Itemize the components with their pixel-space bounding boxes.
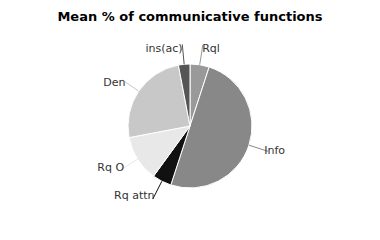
- svg-text:Rq attn: Rq attn: [114, 189, 154, 202]
- svg-text:Den: Den: [103, 76, 125, 89]
- svg-text:Rql: Rql: [202, 42, 220, 55]
- svg-text:Rq O: Rq O: [97, 161, 124, 174]
- html-text:Mean % of communicative functi: Mean % of communicative functions: [57, 9, 323, 24]
- svg-text:Info: Info: [264, 144, 285, 157]
- svg-text:ins(ac): ins(ac): [146, 42, 183, 55]
